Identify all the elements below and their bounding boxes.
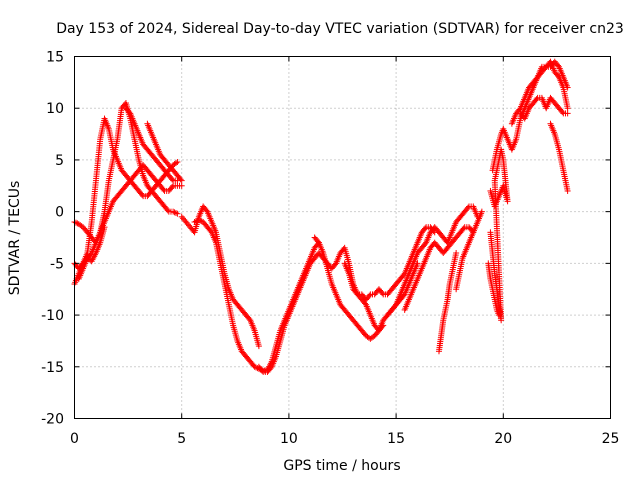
data-point bbox=[169, 184, 176, 191]
x-axis-label: GPS time / hours bbox=[283, 458, 400, 474]
x-tick-label: 20 bbox=[494, 431, 512, 447]
data-point bbox=[174, 158, 181, 165]
data-point bbox=[453, 250, 460, 257]
data-point bbox=[564, 187, 571, 194]
data-point bbox=[172, 160, 179, 167]
data-point bbox=[207, 228, 214, 235]
data-point bbox=[564, 110, 571, 117]
data-point bbox=[246, 315, 253, 322]
data-point bbox=[564, 84, 571, 91]
data-point bbox=[255, 343, 262, 350]
axis-ticks bbox=[74, 56, 611, 419]
data-point bbox=[460, 225, 467, 232]
data-point bbox=[564, 105, 571, 112]
data-point bbox=[464, 204, 471, 211]
data-point bbox=[139, 191, 146, 198]
data-point bbox=[478, 208, 485, 215]
data-point bbox=[379, 290, 386, 297]
data-point bbox=[542, 65, 549, 72]
y-tick-label: 15 bbox=[46, 50, 64, 66]
data-point bbox=[314, 238, 321, 245]
data-point bbox=[169, 176, 176, 183]
data-point bbox=[331, 261, 338, 268]
y-tick-label: 5 bbox=[55, 153, 64, 169]
y-tick-label: 0 bbox=[55, 205, 64, 221]
y-tick-label: -20 bbox=[41, 412, 64, 428]
data-point bbox=[172, 210, 179, 217]
x-tick-label: 25 bbox=[602, 431, 620, 447]
data-point bbox=[126, 109, 133, 116]
data-point bbox=[178, 177, 185, 184]
data-point bbox=[374, 328, 381, 335]
data-point bbox=[174, 210, 181, 217]
x-tick-labels: 0 5 10 15 20 25 bbox=[70, 431, 619, 447]
data-point bbox=[72, 219, 79, 226]
data-point bbox=[267, 365, 274, 372]
data-point bbox=[366, 292, 373, 299]
data-point bbox=[487, 187, 494, 194]
chart-title: Day 153 of 2024, Sidereal Day-to-day VTE… bbox=[56, 21, 624, 37]
x-tick-label: 0 bbox=[70, 431, 79, 447]
data-point bbox=[197, 217, 204, 224]
x-tick-label: 15 bbox=[387, 431, 405, 447]
data-point bbox=[177, 176, 184, 183]
data-point bbox=[392, 303, 399, 310]
data-point bbox=[554, 62, 561, 69]
y-axis-label: SDTVAR / TECUs bbox=[7, 181, 23, 296]
data-points bbox=[71, 58, 571, 375]
data-point bbox=[516, 106, 523, 113]
data-point bbox=[203, 207, 210, 214]
data-point bbox=[164, 207, 171, 214]
y-tick-label: -10 bbox=[41, 308, 64, 324]
y-tick-label: 10 bbox=[46, 101, 64, 117]
data-point bbox=[160, 186, 167, 193]
data-point bbox=[195, 216, 202, 223]
y-tick-labels: -20 -15 -10 -5 0 5 10 15 bbox=[41, 50, 64, 428]
data-point bbox=[171, 209, 178, 216]
plot-frame bbox=[74, 56, 611, 419]
y-tick-label: -5 bbox=[50, 256, 64, 272]
data-point bbox=[362, 300, 369, 307]
data-point bbox=[533, 96, 540, 103]
x-tick-label: 10 bbox=[280, 431, 298, 447]
data-point bbox=[422, 240, 429, 247]
data-point bbox=[170, 208, 177, 215]
data-point bbox=[178, 182, 185, 189]
data-point bbox=[259, 367, 266, 374]
x-tick-label: 5 bbox=[177, 431, 186, 447]
data-point bbox=[191, 218, 198, 225]
y-tick-label: -15 bbox=[41, 360, 64, 376]
data-point bbox=[559, 109, 566, 116]
data-point bbox=[422, 225, 429, 232]
data-point bbox=[353, 290, 360, 297]
data-point bbox=[101, 224, 108, 231]
data-point bbox=[496, 312, 503, 319]
data-point bbox=[192, 218, 199, 225]
data-point bbox=[253, 364, 260, 371]
